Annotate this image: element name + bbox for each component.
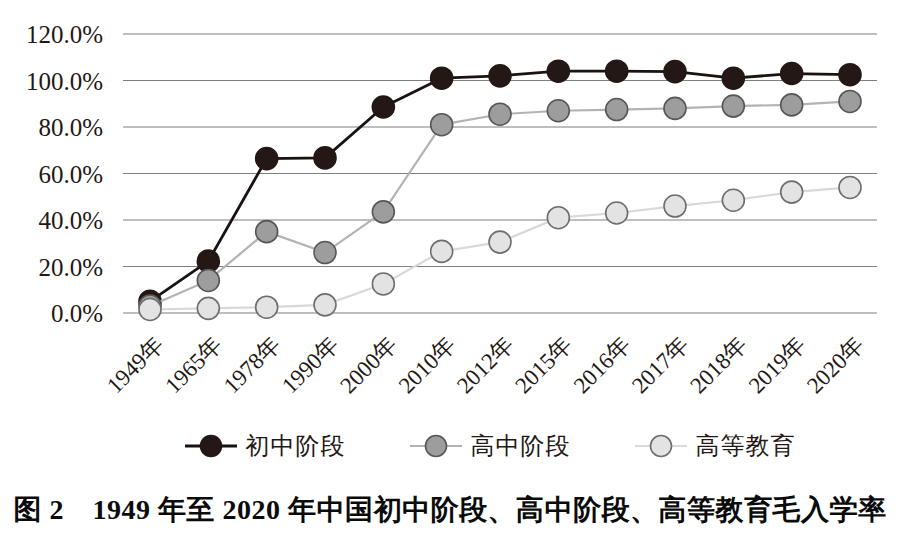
data-point [722, 95, 744, 117]
data-point [256, 221, 278, 243]
data-point [547, 207, 569, 229]
legend-dot [650, 436, 671, 457]
legend-marker-icon [185, 433, 237, 459]
data-point [722, 189, 744, 211]
x-tick-label: 2020年 [802, 332, 868, 398]
data-point [664, 97, 686, 119]
x-tick-label: 1990年 [277, 332, 343, 398]
data-point [664, 61, 686, 83]
data-point [372, 273, 394, 295]
data-point [547, 60, 569, 82]
x-tick-label: 2016年 [569, 332, 635, 398]
data-point [547, 100, 569, 122]
data-point [197, 297, 219, 319]
data-point [781, 94, 803, 116]
y-tick-label: 120.0% [26, 21, 103, 48]
x-tick-label: 2000年 [335, 332, 401, 398]
x-tick-label: 2010年 [394, 332, 460, 398]
data-point [664, 195, 686, 217]
series-line-2 [150, 101, 850, 306]
data-point [722, 67, 744, 89]
legend-dot [200, 436, 221, 457]
data-point [489, 231, 511, 253]
x-tick-label: 2017年 [627, 332, 693, 398]
enrollment-line-chart: 0.0% 20.0% 40.0% 60.0% 80.0% 100.0% 120.0% 1949… [0, 0, 900, 420]
data-point [489, 103, 511, 125]
data-point [606, 99, 628, 121]
x-tick-label: 2012年 [452, 332, 518, 398]
data-point [489, 65, 511, 87]
data-point [839, 176, 861, 198]
figure-caption: 图 2 1949 年至 2020 年中国初中阶段、高中阶段、高等教育毛入学率 [0, 491, 900, 529]
legend-marker-icon [410, 433, 462, 459]
chart-page: { "figure": { "caption": "图 2 1949 年至 20… [0, 0, 900, 539]
chart-legend: 初中阶段 高中阶段 高等教育 [0, 429, 900, 463]
data-point [197, 269, 219, 291]
x-tick-label: 1949年 [102, 332, 168, 398]
x-tick-label: 1965年 [160, 332, 226, 398]
y-tick-label: 40.0% [38, 207, 103, 234]
data-point [139, 299, 161, 321]
data-point [372, 201, 394, 223]
legend-item-1: 初中阶段 [185, 430, 346, 462]
data-point [431, 67, 453, 89]
x-tick-label: 2018年 [685, 332, 751, 398]
x-tick-label: 2015年 [510, 332, 576, 398]
y-tick-label: 20.0% [38, 254, 103, 281]
legend-label: 初中阶段 [246, 430, 346, 462]
data-point [256, 296, 278, 318]
legend-marker-icon [635, 433, 687, 459]
x-tick-label: 2019年 [744, 332, 810, 398]
data-point [314, 242, 336, 264]
data-point [431, 114, 453, 136]
x-tick-label: 1978年 [219, 332, 285, 398]
y-tick-label: 80.0% [38, 114, 103, 141]
data-point [781, 181, 803, 203]
legend-item-3: 高等教育 [635, 430, 796, 462]
data-point [839, 90, 861, 112]
legend-dot [425, 436, 446, 457]
y-tick-label: 100.0% [26, 68, 103, 95]
data-point [839, 64, 861, 86]
y-tick-label: 60.0% [38, 161, 103, 188]
data-point [372, 96, 394, 118]
data-point [606, 202, 628, 224]
data-point [314, 294, 336, 316]
legend-label: 高中阶段 [471, 430, 571, 462]
data-point [781, 63, 803, 85]
data-point [431, 240, 453, 262]
legend-item-2: 高中阶段 [410, 430, 571, 462]
data-point [606, 60, 628, 82]
legend-label: 高等教育 [696, 430, 796, 462]
y-tick-label: 0.0% [51, 300, 103, 327]
data-point [314, 147, 336, 169]
data-point [256, 148, 278, 170]
